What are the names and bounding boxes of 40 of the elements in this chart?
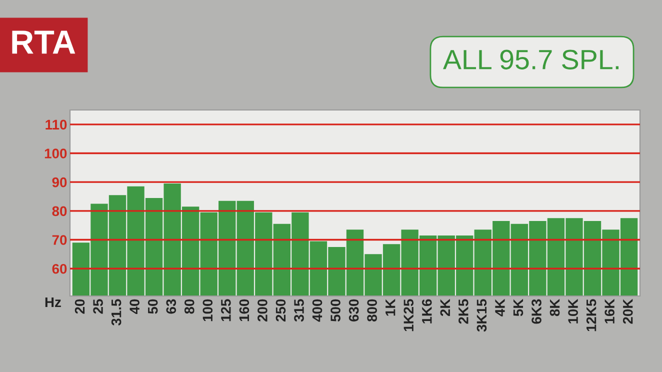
y-tick-label: 70: [52, 235, 67, 245]
x-tick-label: 50: [148, 299, 158, 314]
x-tick-label: 12K5: [586, 299, 596, 332]
x-tick-label: 630: [348, 299, 359, 322]
x-tick-label: 6K3: [532, 299, 542, 324]
x-tick-label: 800: [367, 299, 377, 322]
y-tick-label: 100: [44, 148, 67, 158]
x-tick-label: 125: [221, 299, 231, 322]
text: ALL 95.7 SPL.: [443, 50, 619, 70]
x-tick-label: 31.5: [111, 299, 122, 326]
x-tick-label: 16K: [604, 298, 614, 324]
x-tick-label: 4K: [495, 298, 505, 316]
x-tick-label: 10K: [568, 298, 578, 324]
x-tick-label: 20: [74, 299, 85, 314]
x-tick-label: 2K5: [458, 299, 468, 324]
x-tick-label: 200: [258, 299, 268, 322]
y-tick-label: 60: [52, 264, 67, 274]
x-tick-label: 40: [130, 299, 140, 314]
y-tick-label: 110: [46, 120, 67, 130]
x-axis-title: Hz: [45, 297, 61, 307]
x-tick-label: 2K: [440, 298, 450, 316]
x-tick-label: 160: [239, 299, 250, 322]
x-tick-label: 400: [312, 299, 322, 322]
x-tick-label: 20K: [622, 298, 633, 324]
x-tick-label: 8K: [550, 298, 560, 316]
x-tick-label: 80: [184, 299, 194, 314]
chart-title: RTA: [12, 30, 76, 54]
x-tick-label: 63: [166, 299, 176, 314]
y-tick-label: 80: [52, 206, 67, 216]
x-tick-label: 250: [276, 299, 286, 322]
x-tick-label: 1K: [386, 298, 396, 316]
x-tick-label: 3K15: [476, 299, 487, 332]
x-tick-label: 315: [294, 299, 304, 322]
x-tick-label: 1K25: [404, 299, 414, 332]
x-tick-label: 500: [330, 299, 340, 322]
x-tick-label: 5K: [513, 298, 524, 316]
x-tick-label: 25: [93, 299, 103, 314]
x-tick-label: 1K6: [422, 299, 432, 324]
y-tick-label: 90: [52, 177, 67, 188]
x-tick-label: 100: [202, 299, 213, 322]
